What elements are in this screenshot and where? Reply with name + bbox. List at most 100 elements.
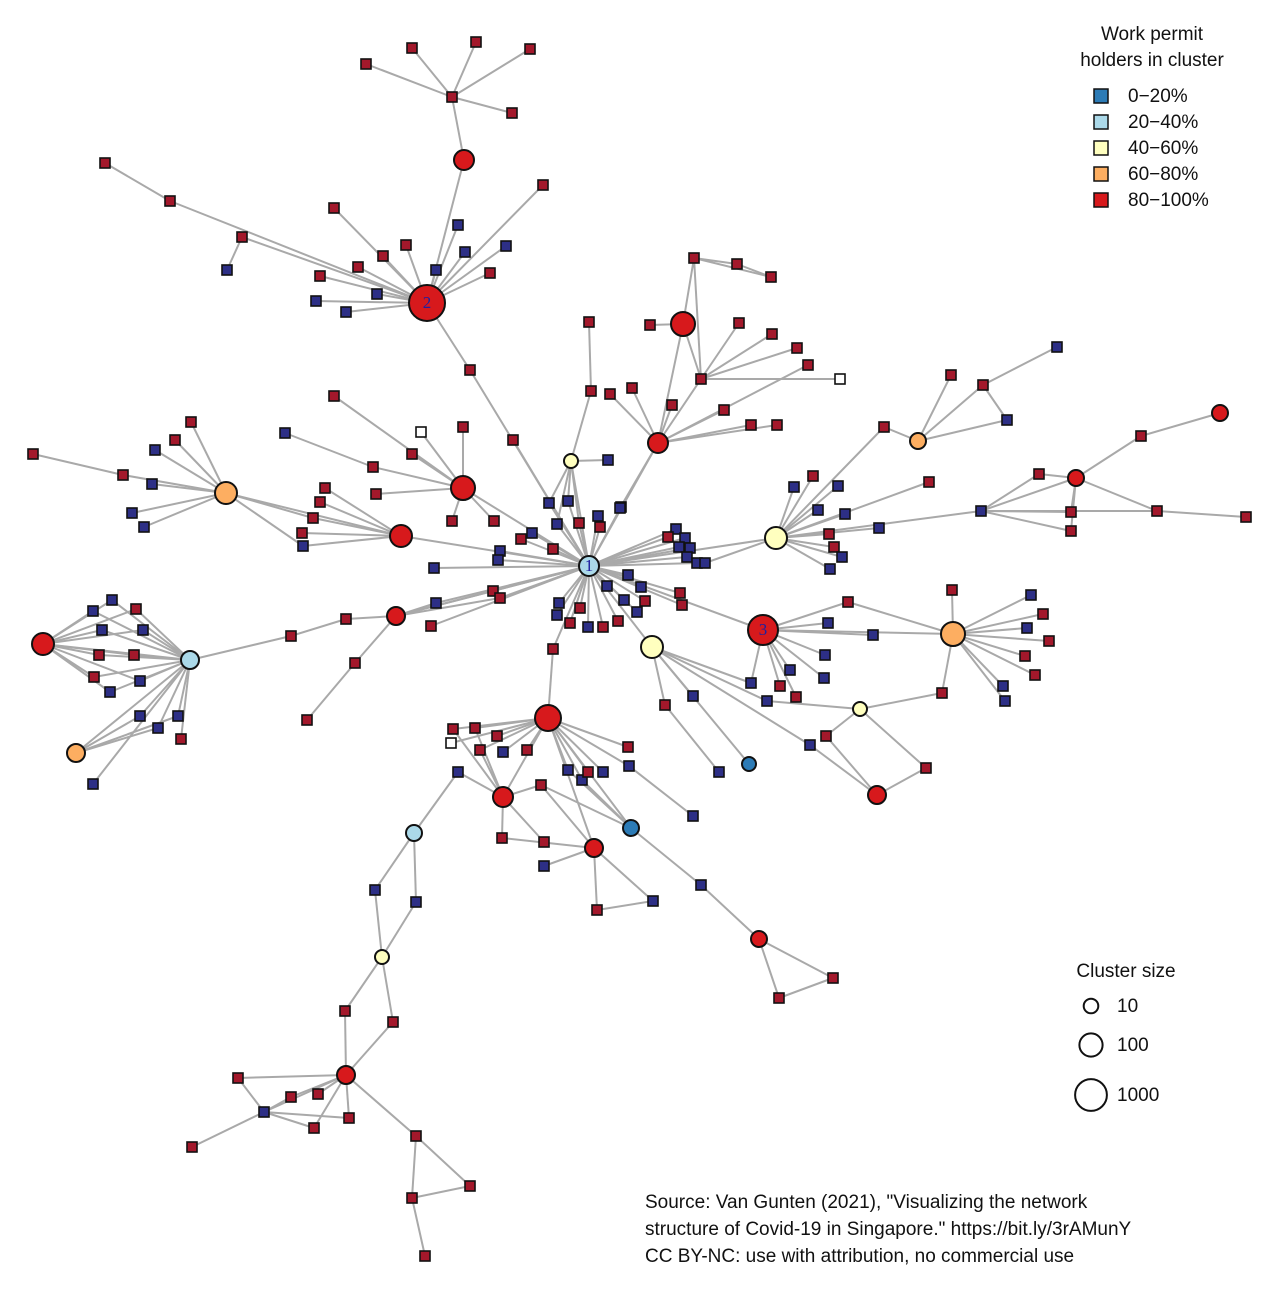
case-node [573,517,585,529]
case-node [812,504,824,516]
case-node [618,594,630,606]
case-node [406,448,418,460]
case-node [1240,511,1252,523]
case-node [818,672,830,684]
case-node [878,421,890,433]
case-node [791,342,803,354]
case-node [221,264,233,276]
edge [345,1021,394,1076]
edge [619,442,659,509]
case-node [117,469,129,481]
case-node [410,1130,422,1142]
case-node [524,43,536,55]
edge [372,466,464,489]
edge [411,1135,417,1199]
edge [847,601,954,635]
case-node [807,470,819,482]
edge [365,63,453,98]
case-node [134,710,146,722]
edge [324,487,402,537]
edge [593,847,654,902]
edge [154,449,227,494]
case-node [1001,414,1013,426]
edge [451,41,477,98]
cluster-node [492,786,514,808]
source-line: CC BY-NC: use with attribution, no comme… [645,1246,1074,1267]
case-node [104,686,116,698]
case-node [328,390,340,402]
case-node [774,680,786,692]
case-node [430,264,442,276]
case-node [718,404,730,416]
edge [657,378,702,444]
edge [190,421,227,494]
case-node [824,563,836,575]
case-node [547,643,559,655]
case-node [314,496,326,508]
edge [32,453,124,476]
case-node [506,107,518,119]
edge [344,1010,347,1076]
case-node [574,602,586,614]
edge [75,659,191,754]
case-node [547,543,559,555]
case-node [676,599,688,611]
case-node [597,621,609,633]
edge [263,1111,350,1119]
case-node [564,617,576,629]
cluster-node [584,838,604,858]
case-node [469,722,481,734]
case-node [96,624,108,636]
case-node [371,288,383,300]
case-node [699,557,711,569]
edge [917,384,984,442]
edge [462,487,590,567]
case-node [997,680,1009,692]
case-node [822,617,834,629]
cluster-node [31,632,55,656]
case-node [745,677,757,689]
cluster-node [534,704,562,732]
case-node [673,541,685,553]
case-node [681,551,693,563]
legend-title: Work permit [1101,24,1204,45]
case-node [731,258,743,270]
size-legend-circle [1074,1078,1108,1112]
edge [588,565,681,594]
case-node [828,541,840,553]
cluster-node [940,621,966,647]
case-node [834,373,846,385]
case-node [602,454,614,466]
edge [104,162,171,202]
edge [952,633,1006,702]
edge [290,618,347,637]
edge [980,477,1077,512]
case-node [820,730,832,742]
edge [42,643,141,682]
legend-title: holders in cluster [1080,50,1224,71]
edge [762,629,954,635]
case-node [175,733,187,745]
edge [225,492,314,519]
case-node [790,691,802,703]
edge [395,597,501,617]
cluster-node [670,311,696,337]
case-node [576,774,588,786]
cluster-node [450,475,476,501]
size-legend-label: 100 [1117,1035,1149,1056]
case-node [647,895,659,907]
case-node [312,1088,324,1100]
case-node [340,613,352,625]
legend-label: 0−20% [1128,86,1188,107]
case-node [745,419,757,431]
edge [547,717,630,767]
edge [98,654,191,661]
case-node [761,695,773,707]
case-node [415,426,427,438]
case-node [137,624,149,636]
edge [157,659,191,729]
edge [556,460,572,525]
case-node [308,1122,320,1134]
case-node [492,554,504,566]
case-node [164,195,176,207]
